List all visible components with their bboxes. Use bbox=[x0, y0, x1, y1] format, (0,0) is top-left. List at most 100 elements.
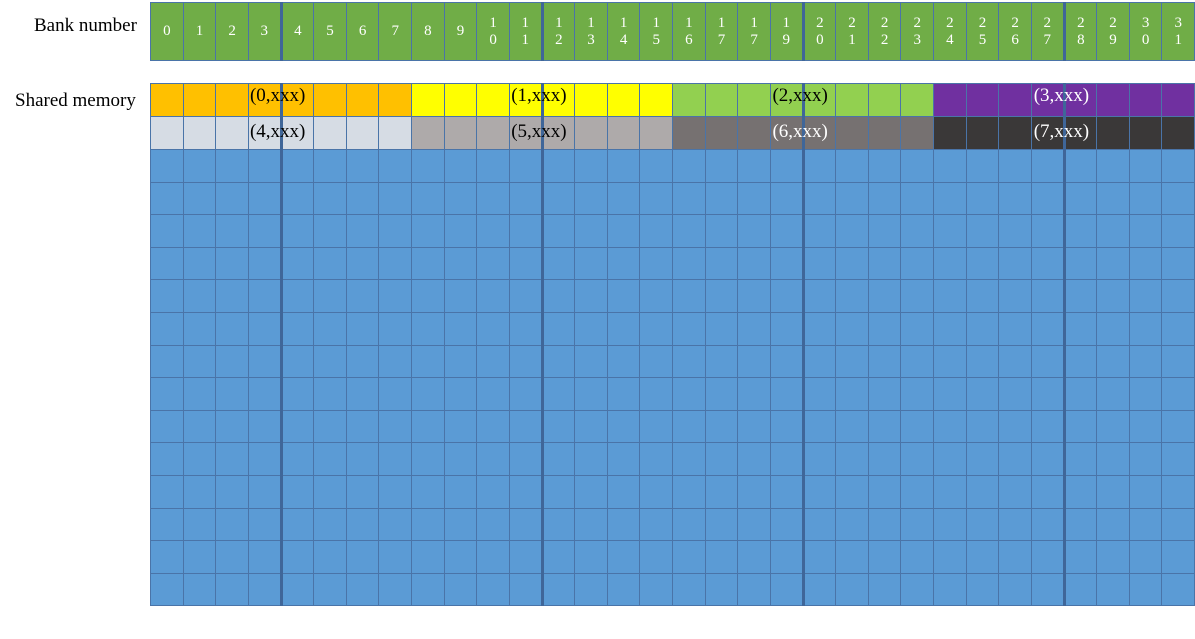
memory-cell bbox=[313, 377, 347, 411]
memory-cell bbox=[704, 474, 739, 509]
bank-cell-1: 1 bbox=[182, 2, 217, 61]
memory-cell bbox=[1030, 214, 1065, 248]
memory-cell bbox=[247, 246, 282, 281]
memory-cell bbox=[1030, 344, 1065, 379]
memory-cell bbox=[574, 474, 608, 509]
memory-cell bbox=[867, 442, 902, 476]
memory-cell bbox=[737, 442, 771, 476]
memory-cell bbox=[606, 279, 641, 313]
memory-cell bbox=[606, 377, 641, 411]
memory-cell bbox=[508, 279, 543, 313]
memory-cell bbox=[639, 246, 673, 281]
memory-cell bbox=[606, 442, 641, 476]
memory-cell bbox=[313, 507, 347, 542]
memory-cell bbox=[279, 344, 315, 379]
memory-cell bbox=[737, 507, 771, 542]
memory-cell bbox=[1096, 116, 1130, 150]
bank-digit: 9 bbox=[782, 31, 790, 48]
memory-cell bbox=[279, 83, 315, 117]
memory-cell bbox=[345, 214, 380, 248]
memory-cell bbox=[639, 409, 673, 444]
memory-cell bbox=[965, 540, 1000, 574]
memory-cell bbox=[672, 377, 706, 411]
memory-cell bbox=[215, 572, 249, 607]
bank-digit: 2 bbox=[555, 31, 563, 48]
memory-cell bbox=[737, 474, 771, 509]
memory-cell bbox=[215, 540, 249, 574]
memory-cell bbox=[150, 311, 184, 346]
memory-cell bbox=[150, 181, 184, 216]
memory-cell bbox=[443, 83, 478, 117]
memory-cell bbox=[835, 344, 869, 379]
memory-cell bbox=[182, 409, 217, 444]
memory-cell bbox=[1161, 246, 1195, 281]
memory-row bbox=[150, 507, 1195, 542]
memory-cell bbox=[540, 344, 576, 379]
memory-cell bbox=[508, 474, 543, 509]
memory-cell bbox=[801, 214, 837, 248]
memory-cell bbox=[150, 474, 184, 509]
memory-cell bbox=[606, 507, 641, 542]
memory-cell bbox=[279, 116, 315, 150]
memory-cell bbox=[1030, 442, 1065, 476]
memory-cell bbox=[443, 149, 478, 183]
memory-cell bbox=[1062, 540, 1098, 574]
memory-cell bbox=[998, 149, 1032, 183]
memory-cell bbox=[182, 442, 217, 476]
memory-cell bbox=[704, 149, 739, 183]
memory-cell bbox=[345, 246, 380, 281]
memory-cell bbox=[443, 409, 478, 444]
segment-label-2: (2,xxx) bbox=[772, 85, 828, 106]
memory-cell bbox=[476, 181, 510, 216]
memory-cell bbox=[247, 540, 282, 574]
memory-cell bbox=[737, 214, 771, 248]
memory-cell bbox=[247, 181, 282, 216]
bank-digit: 1 bbox=[555, 14, 563, 31]
memory-cell bbox=[378, 181, 412, 216]
memory-cell bbox=[215, 507, 249, 542]
memory-cell bbox=[540, 83, 576, 117]
memory-cell bbox=[606, 572, 641, 607]
memory-cell bbox=[345, 149, 380, 183]
memory-cell bbox=[182, 149, 217, 183]
memory-cell bbox=[672, 507, 706, 542]
memory-cell bbox=[835, 246, 869, 281]
memory-cell bbox=[672, 246, 706, 281]
memory-cell bbox=[1096, 409, 1130, 444]
memory-cell bbox=[182, 344, 217, 379]
memory-cell bbox=[150, 344, 184, 379]
memory-cell bbox=[835, 116, 869, 150]
bank-digit: 2 bbox=[946, 14, 954, 31]
segment-label-7: (7,xxx) bbox=[1033, 121, 1090, 142]
memory-cell bbox=[345, 279, 380, 313]
bank-cell-7: 7 bbox=[378, 2, 412, 61]
memory-cell bbox=[1096, 311, 1130, 346]
memory-cell bbox=[933, 344, 967, 379]
bank-cell-8: 8 bbox=[411, 2, 445, 61]
memory-cell bbox=[867, 116, 902, 150]
memory-row bbox=[150, 149, 1195, 183]
memory-cell bbox=[476, 442, 510, 476]
memory-cell bbox=[476, 279, 510, 313]
memory-cell bbox=[672, 474, 706, 509]
memory-cell bbox=[508, 572, 543, 607]
memory-cell bbox=[574, 507, 608, 542]
memory-cell bbox=[606, 116, 641, 150]
memory-cell bbox=[639, 507, 673, 542]
memory-cell bbox=[1030, 311, 1065, 346]
memory-cell bbox=[1128, 181, 1163, 216]
memory-cell bbox=[1062, 279, 1098, 313]
memory-cell bbox=[801, 377, 837, 411]
memory-cell bbox=[933, 507, 967, 542]
memory-cell bbox=[801, 409, 837, 444]
memory-cell bbox=[378, 409, 412, 444]
memory-cell bbox=[1096, 507, 1130, 542]
memory-row bbox=[150, 540, 1195, 574]
memory-cell bbox=[1062, 181, 1098, 216]
segment-label-4: (4,xxx) bbox=[249, 121, 306, 142]
memory-cell bbox=[574, 181, 608, 216]
memory-cell bbox=[704, 377, 739, 411]
memory-cell bbox=[279, 474, 315, 509]
